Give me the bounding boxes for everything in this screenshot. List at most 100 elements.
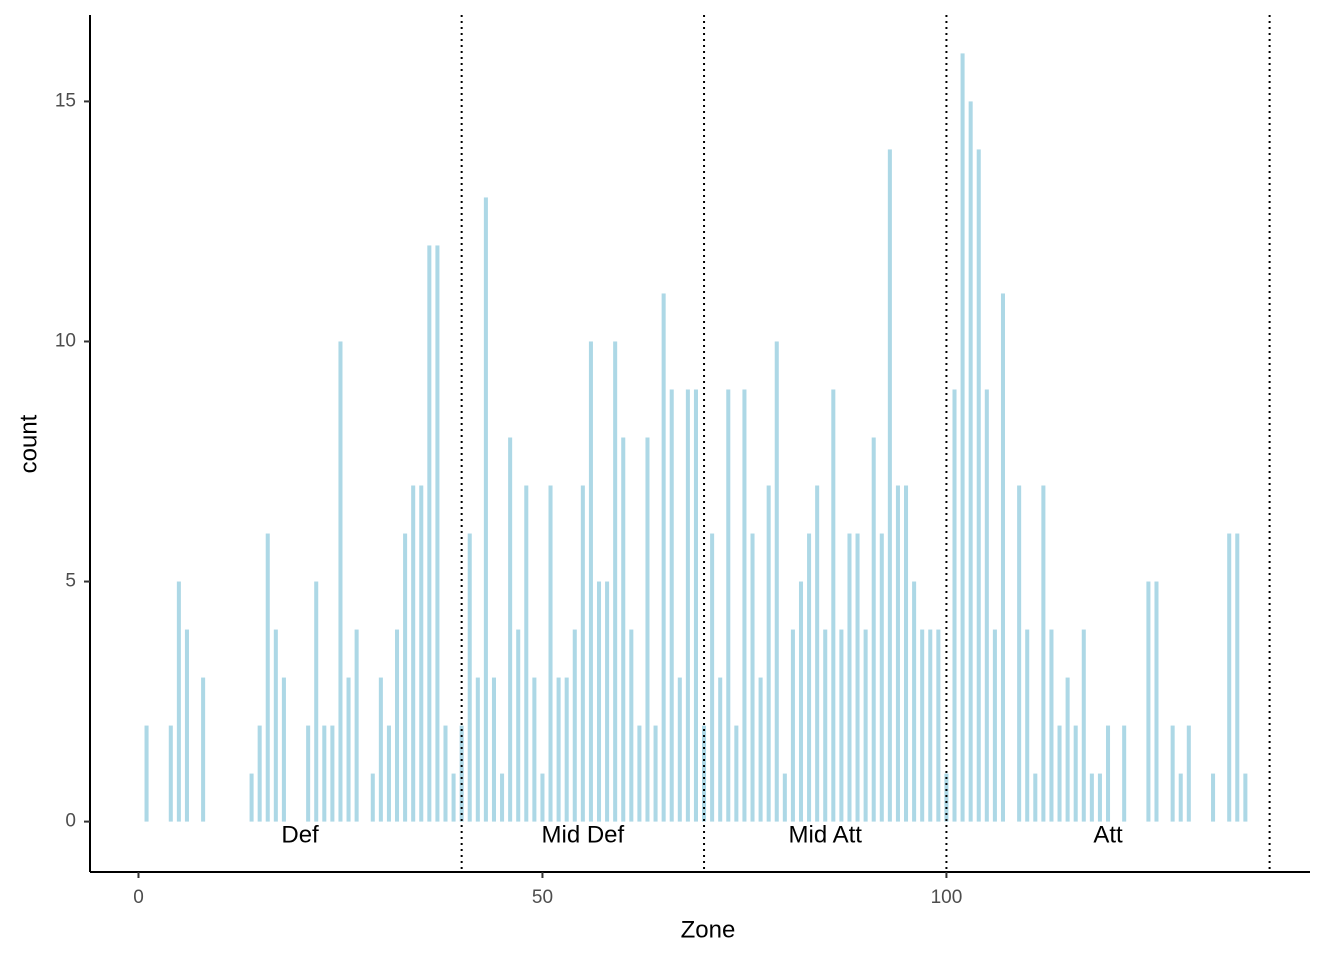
bar bbox=[1081, 629, 1086, 822]
bar bbox=[144, 725, 149, 822]
bar bbox=[904, 485, 909, 822]
bar bbox=[475, 677, 480, 822]
bar bbox=[807, 533, 812, 822]
bar bbox=[1186, 725, 1191, 822]
bar bbox=[354, 629, 359, 822]
bar bbox=[411, 485, 416, 822]
bar bbox=[378, 677, 383, 822]
bar bbox=[1154, 581, 1159, 822]
bar bbox=[508, 437, 513, 822]
bar bbox=[863, 629, 868, 822]
bar bbox=[855, 533, 860, 822]
bar bbox=[815, 485, 820, 822]
bar bbox=[257, 725, 262, 822]
bar bbox=[588, 341, 593, 822]
bar bbox=[483, 197, 488, 822]
bar bbox=[742, 389, 747, 822]
bar bbox=[516, 629, 521, 822]
bar bbox=[168, 725, 173, 822]
bar bbox=[330, 725, 335, 822]
bar bbox=[823, 629, 828, 822]
bar bbox=[1122, 725, 1127, 822]
bar bbox=[677, 677, 682, 822]
bar bbox=[920, 629, 925, 822]
x-tick-label: 0 bbox=[133, 887, 144, 908]
bar bbox=[176, 581, 181, 822]
bar bbox=[895, 485, 900, 822]
y-tick-label: 0 bbox=[65, 811, 76, 832]
bar bbox=[184, 629, 189, 822]
bar bbox=[847, 533, 852, 822]
y-tick-label: 10 bbox=[55, 330, 76, 351]
bar bbox=[992, 629, 997, 822]
bar bbox=[710, 533, 715, 822]
bar bbox=[984, 389, 989, 822]
bar bbox=[928, 629, 933, 822]
bar bbox=[750, 533, 755, 822]
x-tick-label: 100 bbox=[931, 887, 963, 908]
bar bbox=[435, 245, 440, 822]
bar bbox=[1017, 485, 1022, 822]
zone-label: Mid Att bbox=[789, 821, 863, 848]
bar bbox=[1049, 629, 1054, 822]
bar bbox=[580, 485, 585, 822]
bar bbox=[637, 725, 642, 822]
bar bbox=[281, 677, 286, 822]
bar bbox=[1073, 725, 1078, 822]
bar bbox=[968, 101, 973, 822]
bar bbox=[613, 341, 618, 822]
bar bbox=[548, 485, 553, 822]
bar bbox=[758, 677, 763, 822]
bar bbox=[621, 437, 626, 822]
bar bbox=[790, 629, 795, 822]
bar bbox=[1033, 773, 1038, 822]
x-tick-label: 50 bbox=[532, 887, 553, 908]
bar bbox=[629, 629, 634, 822]
bar bbox=[1105, 725, 1111, 822]
bar bbox=[774, 341, 779, 822]
zone-label: Mid Def bbox=[542, 821, 625, 848]
y-tick-label: 5 bbox=[65, 571, 76, 592]
bar bbox=[524, 485, 529, 822]
bar bbox=[556, 677, 561, 822]
bar bbox=[702, 725, 707, 822]
bar bbox=[1146, 581, 1151, 822]
bar bbox=[1178, 773, 1183, 822]
bar bbox=[653, 725, 658, 822]
bar bbox=[338, 341, 343, 822]
bar bbox=[1235, 533, 1240, 822]
bar bbox=[726, 389, 731, 822]
bar bbox=[661, 293, 666, 822]
bar bbox=[596, 581, 602, 822]
bar bbox=[386, 725, 391, 822]
bar bbox=[1211, 773, 1216, 822]
bar bbox=[839, 629, 844, 822]
bar bbox=[491, 677, 496, 822]
bar bbox=[403, 533, 408, 822]
x-axis-label: Zone bbox=[681, 916, 736, 943]
bar bbox=[685, 389, 690, 822]
bar bbox=[314, 581, 319, 822]
bar bbox=[879, 533, 884, 822]
bar bbox=[1097, 773, 1102, 822]
zone-label: Att bbox=[1093, 821, 1123, 848]
bar bbox=[532, 677, 537, 822]
bar bbox=[605, 581, 610, 822]
bar bbox=[952, 389, 957, 822]
bar bbox=[306, 725, 311, 822]
bar bbox=[960, 53, 965, 822]
bar bbox=[798, 581, 804, 822]
bar bbox=[1227, 533, 1232, 822]
bar bbox=[718, 677, 723, 822]
bar bbox=[322, 725, 327, 822]
bar bbox=[782, 773, 787, 822]
bar bbox=[249, 773, 254, 822]
bar bbox=[572, 629, 577, 822]
bar bbox=[346, 677, 351, 822]
bar bbox=[734, 725, 739, 822]
bar bbox=[459, 725, 464, 822]
bar bbox=[273, 629, 278, 822]
bar bbox=[976, 149, 981, 822]
bar bbox=[1000, 293, 1005, 822]
